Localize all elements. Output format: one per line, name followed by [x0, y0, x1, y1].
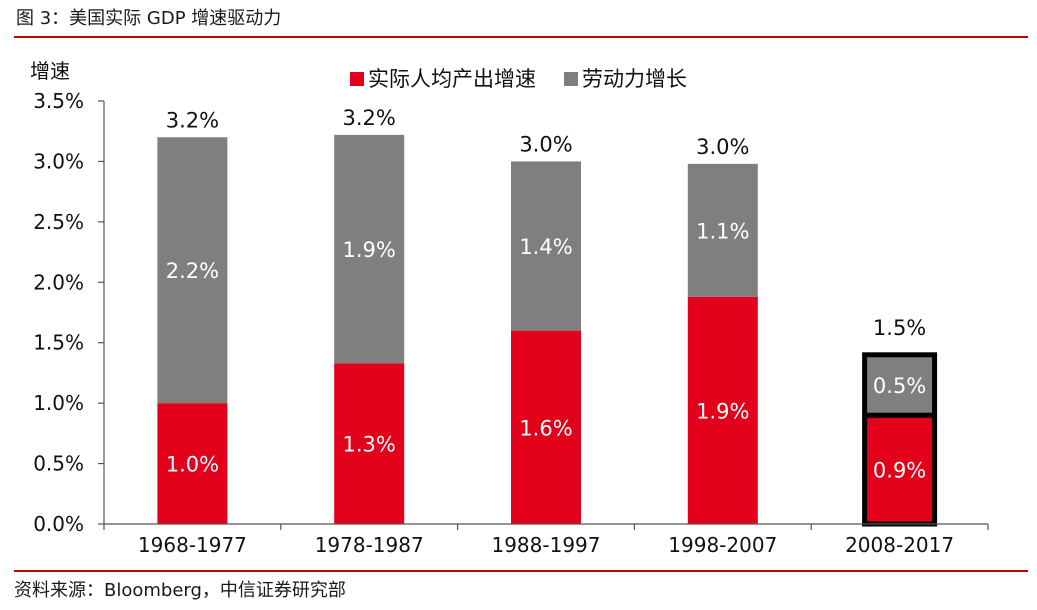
y-axis: 0.0% 0.5% 1.0% 1.5% 2.0% 2.5% 3.0% 3.5% [33, 89, 105, 536]
x-tick-label: 1978-1987 [315, 533, 424, 557]
data-label-series1: 1.3% [343, 433, 396, 457]
bar-segment-series1 [157, 403, 228, 524]
total-label: 3.0% [696, 135, 749, 159]
bars: 1.0% 2.2% 3.2% 1.3% 1.9% 3.2% 1.6% 1.4% 3.0% 1.9%… [157, 106, 938, 527]
y-tick-label: 1.0% [33, 391, 84, 415]
source-note: 资料来源：Bloomberg，中信证券研究部 [14, 580, 346, 601]
data-label-series2: 2.2% [166, 259, 219, 283]
legend-label: 实际人均产出增速 [368, 67, 536, 91]
bar-segment-series2 [334, 134, 405, 364]
y-tick-label: 3.0% [33, 149, 84, 173]
data-label-series1: 0.9% [873, 459, 926, 483]
bar-segment-series2 [511, 161, 581, 331]
top-divider [14, 36, 1028, 38]
x-tick-label: 1998-2007 [668, 533, 777, 557]
y-tick-label: 1.5% [33, 331, 84, 355]
data-label-series1: 1.0% [166, 453, 219, 477]
bottom-divider [14, 570, 1028, 572]
total-label: 3.2% [343, 106, 396, 130]
y-tick-label: 0.0% [33, 512, 84, 536]
total-label: 3.0% [519, 132, 572, 156]
x-tick-label: 1988-1997 [491, 533, 600, 557]
legend-label: 劳动力增长 [582, 67, 687, 91]
y-tick-label: 3.5% [33, 89, 84, 113]
x-axis: 1968-1977 1978-1987 1988-1997 1998-2007 2008… [103, 523, 989, 557]
data-label-series1: 1.9% [696, 399, 749, 423]
bar-segment-series1 [511, 330, 581, 524]
bar-segment-series1 [687, 296, 758, 524]
data-label-series2: 1.1% [696, 219, 749, 243]
figure-title: 图 3：美国实际 GDP 增速驱动力 [16, 8, 282, 29]
stacked-bar-chart: 增速 实际人均产出增速 劳动力增长 0.0% 0.5% 1.0% 1.5% 2.0% 2.5… [30, 59, 989, 557]
y-tick-label: 0.5% [33, 452, 84, 476]
bar-segment-series2 [864, 354, 935, 416]
legend-swatch [564, 72, 578, 86]
data-label-series1: 1.6% [519, 416, 572, 440]
y-axis-label: 增速 [30, 59, 70, 83]
total-label: 3.2% [166, 108, 219, 132]
data-label-series2: 1.9% [343, 238, 396, 262]
legend-swatch [350, 72, 364, 86]
bar-segment-series2 [157, 137, 228, 404]
x-tick-label: 1968-1977 [138, 533, 247, 557]
y-tick-label: 2.5% [33, 210, 84, 234]
data-label-series2: 1.4% [519, 235, 572, 259]
y-tick-label: 2.0% [33, 270, 84, 294]
bar-segment-series2 [687, 163, 758, 297]
x-tick-label: 2008-2017 [845, 533, 954, 557]
bar-segment-series1 [334, 363, 405, 524]
bar-segment-series1 [864, 415, 935, 524]
legend: 实际人均产出增速 劳动力增长 [350, 67, 687, 91]
data-label-series2: 0.5% [873, 374, 926, 398]
total-label: 1.5% [873, 316, 926, 340]
